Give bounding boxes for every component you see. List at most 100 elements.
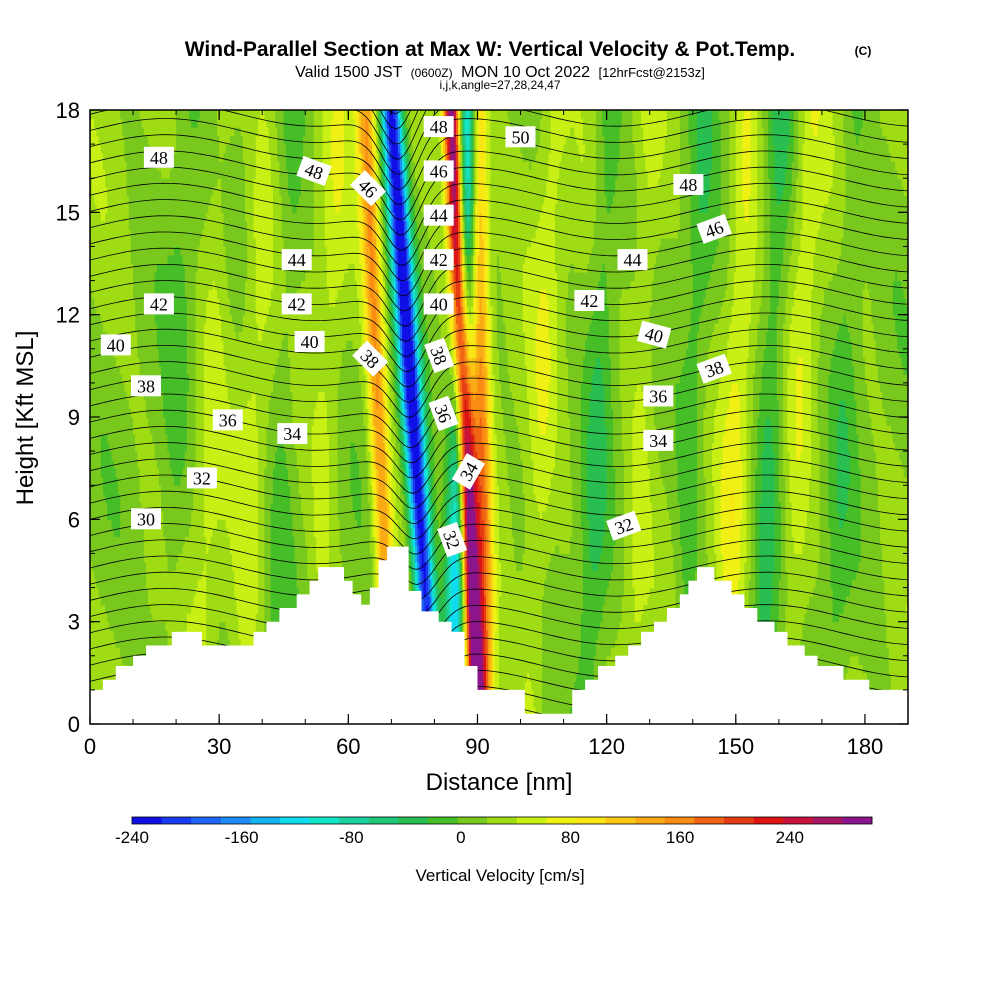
field-cell <box>111 399 115 410</box>
field-cell <box>210 587 214 597</box>
field-cell <box>122 186 126 196</box>
field-cell <box>176 323 179 333</box>
field-cell <box>189 596 192 606</box>
field-cell <box>208 212 212 222</box>
field-cell <box>100 118 104 128</box>
field-cell <box>111 596 115 606</box>
field-cell <box>178 246 182 256</box>
field-cell <box>126 638 130 648</box>
field-cell <box>169 212 173 222</box>
field-cell <box>182 399 186 410</box>
field-cell <box>154 570 158 580</box>
field-cell <box>201 272 205 282</box>
field-cell <box>115 229 119 239</box>
field-cell <box>141 604 145 614</box>
field-cell <box>171 596 175 606</box>
field-cell <box>204 203 207 213</box>
field-cell <box>105 161 108 171</box>
field-cell <box>182 263 186 273</box>
field-cell <box>182 280 186 290</box>
field-cell <box>206 178 209 188</box>
field-cell <box>161 502 164 512</box>
field-cell <box>133 220 136 230</box>
field-cell <box>120 425 123 435</box>
field-cell <box>150 553 154 563</box>
field-cell <box>115 510 119 520</box>
field-cell <box>94 493 98 503</box>
field-cell <box>161 442 164 452</box>
field-cell <box>193 485 197 495</box>
field-cell <box>107 382 110 393</box>
field-cell <box>102 246 106 256</box>
field-cell <box>165 638 169 648</box>
field-cell <box>212 391 216 401</box>
field-cell <box>94 647 98 657</box>
field-cell <box>115 144 119 154</box>
field-cell <box>212 519 216 529</box>
field-cell <box>171 229 175 239</box>
field-cell <box>124 237 128 248</box>
field-cell <box>150 118 154 128</box>
field-cell <box>130 144 134 154</box>
field-cell <box>109 161 113 171</box>
field-cell <box>105 169 108 179</box>
field-cell <box>148 638 151 648</box>
field-cell <box>178 442 182 452</box>
field-cell <box>199 220 203 230</box>
field-cell <box>154 169 158 179</box>
field-cell <box>197 493 201 503</box>
field-cell <box>171 536 175 546</box>
field-cell <box>135 203 138 213</box>
field-cell <box>120 587 123 597</box>
field-cell <box>107 161 110 171</box>
field-cell <box>197 544 201 555</box>
field-cell <box>210 493 214 503</box>
field-cell <box>173 391 177 401</box>
field-cell <box>212 323 216 333</box>
field-cell <box>120 374 123 384</box>
field-cell <box>199 442 203 452</box>
field-cell <box>117 272 121 282</box>
field-cell <box>90 144 93 154</box>
field-cell <box>111 195 115 205</box>
field-cell <box>210 382 214 393</box>
field-cell <box>137 442 141 452</box>
field-cell <box>107 502 110 512</box>
field-cell <box>117 587 121 597</box>
field-cell <box>165 127 169 137</box>
field-cell <box>98 254 102 265</box>
field-cell <box>178 118 182 128</box>
field-cell <box>154 527 158 537</box>
field-cell <box>109 579 113 589</box>
field-cell <box>191 195 194 205</box>
field-cell <box>186 493 190 503</box>
field-cell <box>195 161 199 171</box>
field-cell <box>117 434 121 444</box>
field-cell <box>176 135 179 145</box>
field-cell <box>126 178 130 188</box>
field-cell <box>126 186 130 196</box>
field-cell <box>178 468 182 478</box>
field-cell <box>169 553 173 563</box>
field-cell <box>186 596 190 606</box>
field-cell <box>105 110 108 120</box>
field-cell <box>94 604 98 614</box>
field-cell <box>145 169 149 179</box>
field-cell <box>92 519 95 529</box>
field-cell <box>193 246 197 256</box>
field-cell <box>204 144 207 154</box>
field-cell <box>176 289 179 299</box>
field-cell <box>126 152 130 162</box>
field-cell <box>208 391 212 401</box>
field-cell <box>100 306 104 316</box>
field-cell <box>143 527 147 537</box>
field-cell <box>214 596 218 606</box>
field-cell <box>197 527 201 537</box>
field-cell <box>111 382 115 393</box>
field-cell <box>201 604 205 614</box>
field-cell <box>156 621 160 631</box>
field-cell <box>191 144 194 154</box>
field-cell <box>105 536 108 546</box>
field-cell <box>107 237 110 248</box>
field-cell <box>90 459 93 469</box>
